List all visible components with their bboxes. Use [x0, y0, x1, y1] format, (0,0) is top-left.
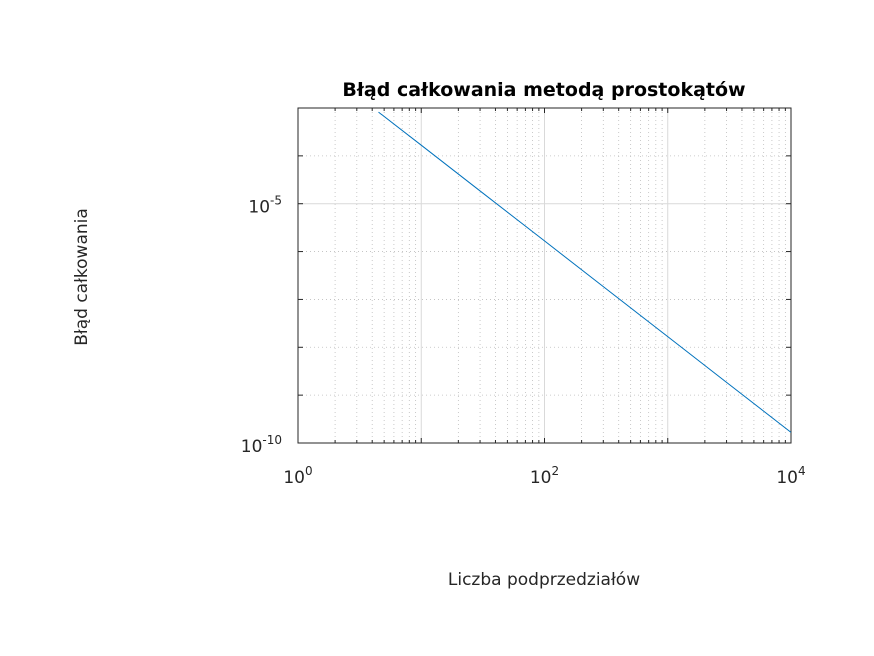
y-axis-label: Błąd całkowania: [72, 208, 92, 346]
y-tick-label: 10-10: [241, 433, 282, 457]
series-line: [378, 111, 791, 433]
tick-labels: 100 102 104 10-5 10-10: [241, 194, 806, 488]
x-tick-label: 100: [283, 464, 312, 488]
series-layer: [378, 111, 791, 433]
tick-marks: [297, 107, 792, 444]
x-tick-label: 104: [776, 464, 805, 488]
y-tick-label: 10-5: [248, 194, 282, 218]
x-axis-label: Liczba podprzedziałów: [448, 570, 640, 590]
grid-lines: [298, 108, 791, 443]
x-tick-label: 102: [530, 464, 559, 488]
chart-title: Błąd całkowania metodą prostokątów: [342, 79, 745, 101]
